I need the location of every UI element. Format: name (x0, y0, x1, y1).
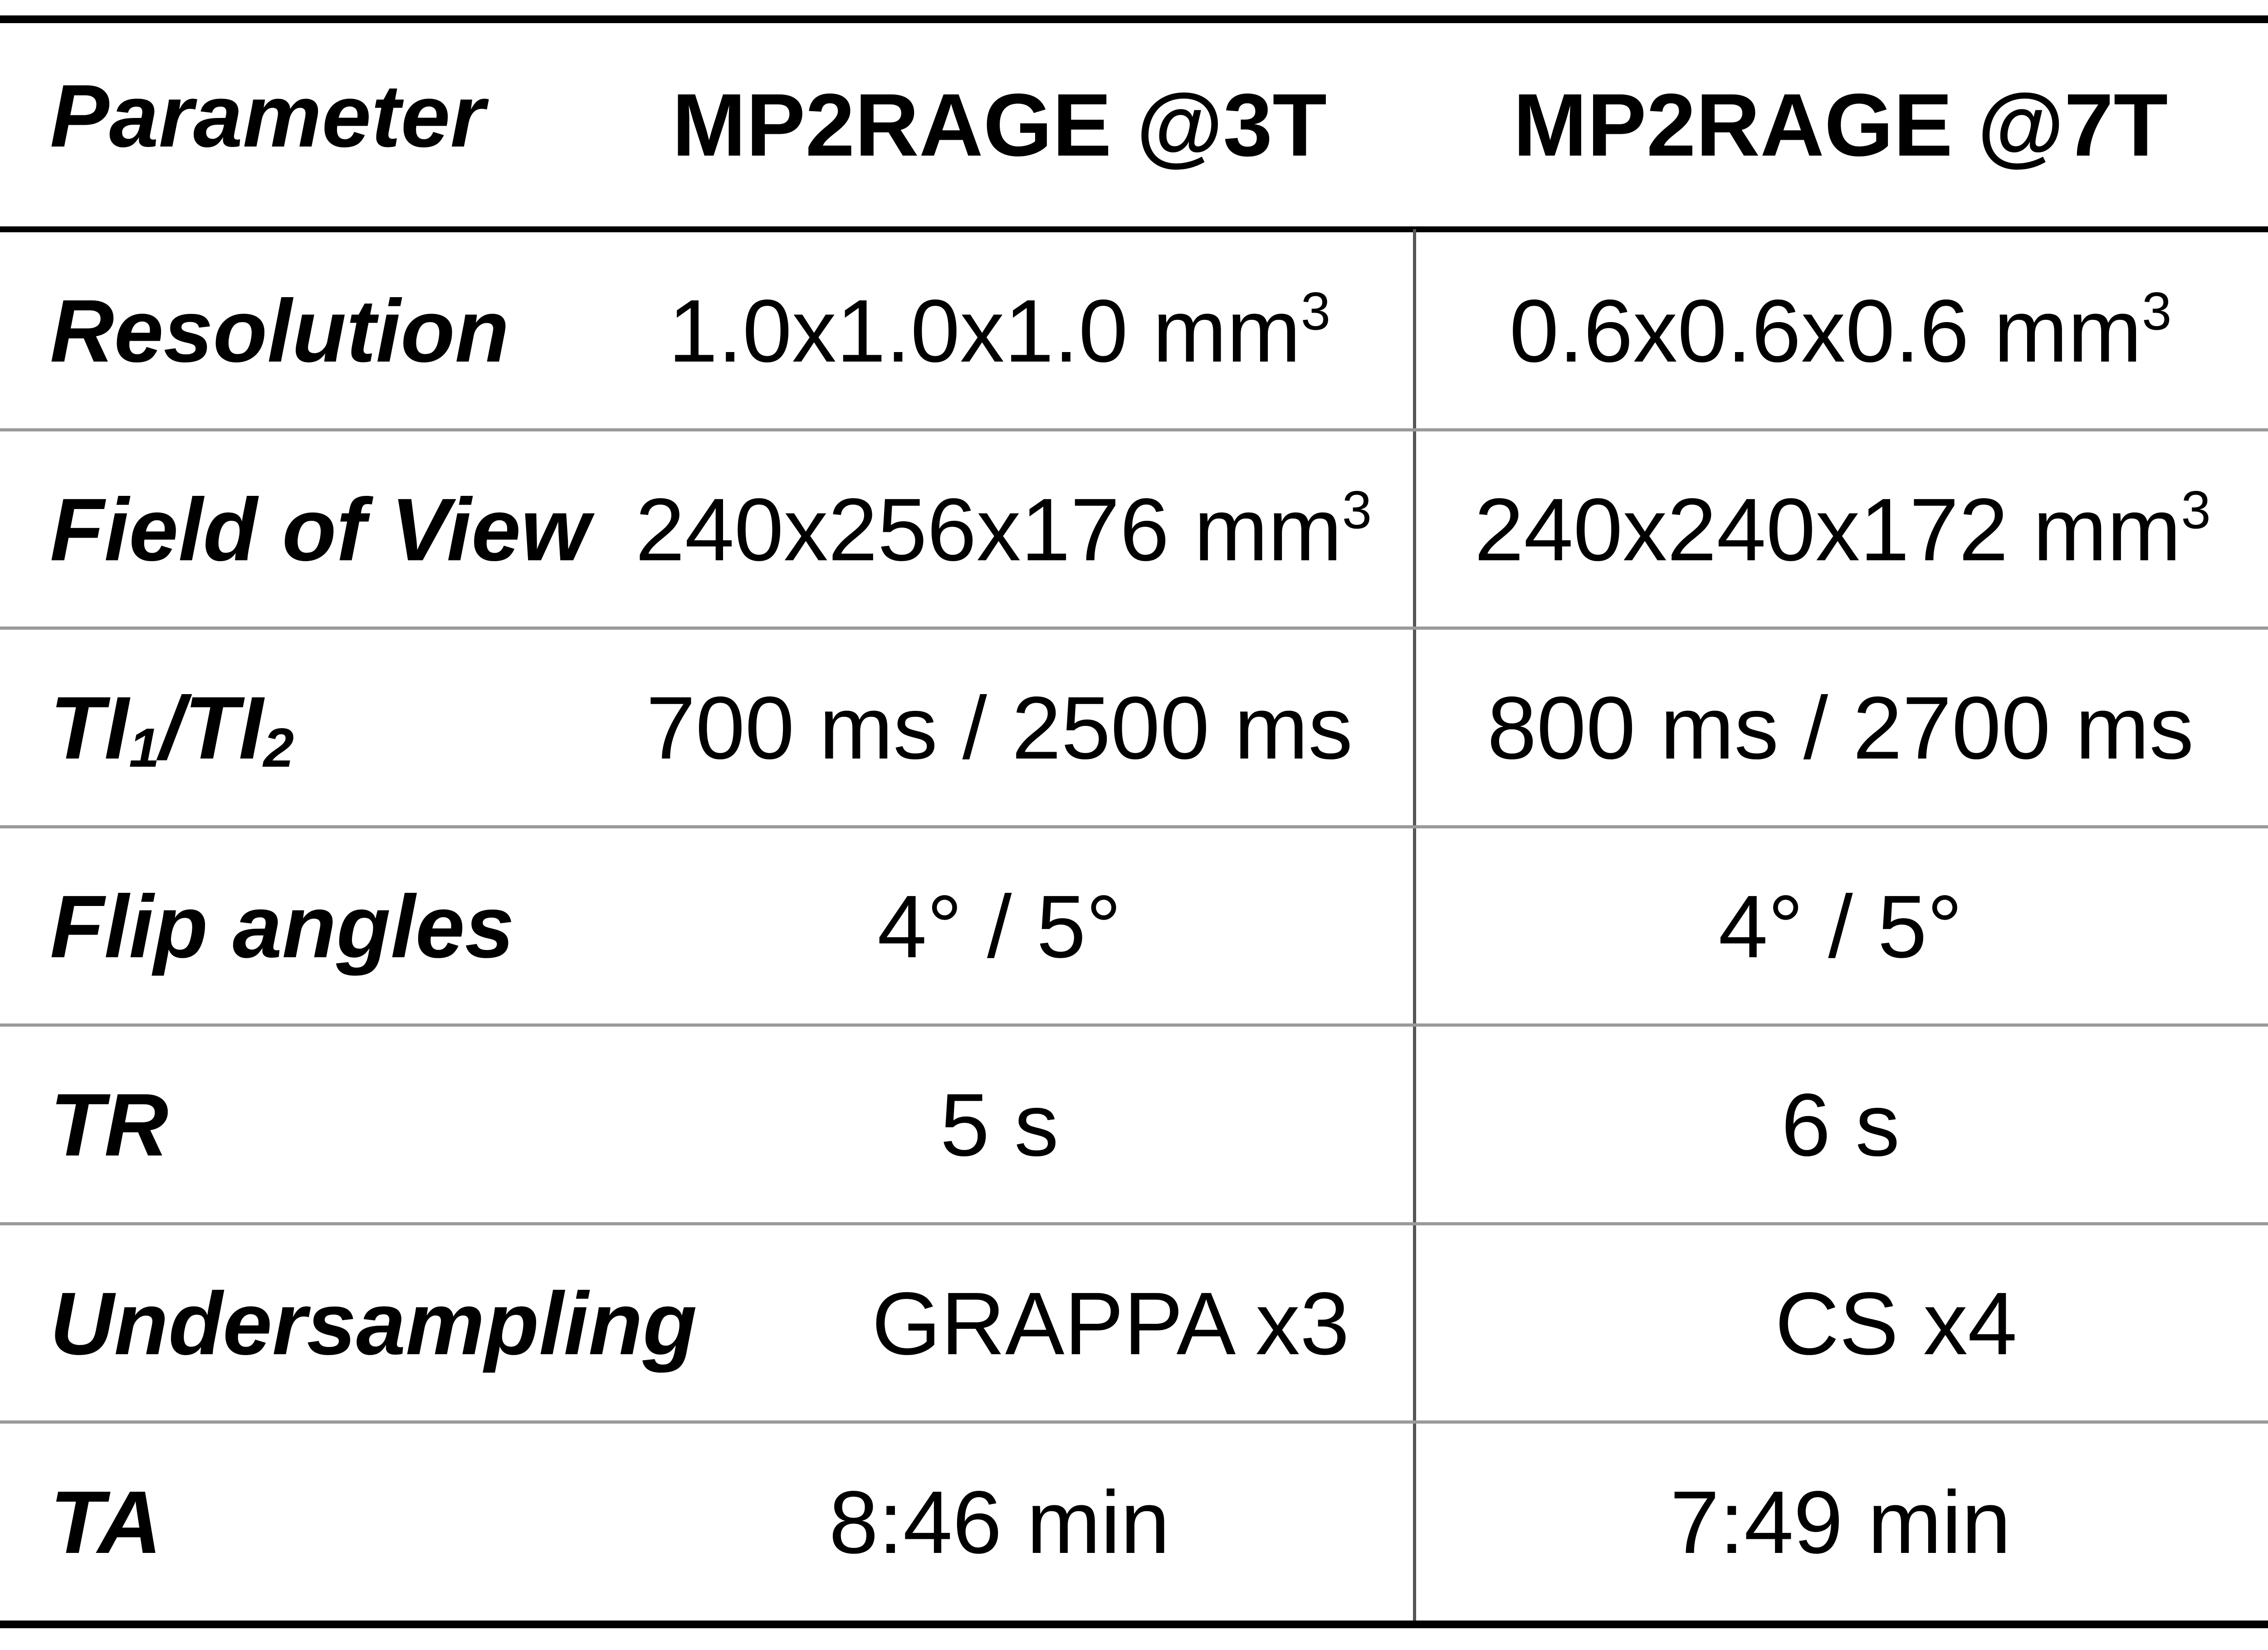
column-divider (1413, 229, 1416, 1624)
value-3t: 240x256x176 mm3 (635, 480, 1372, 579)
header-mp2rage-3t: MP2RAGE @3T (672, 75, 1327, 175)
param-label: Field of View (50, 480, 590, 579)
value-7t: 6 s (1781, 1075, 1900, 1175)
header-parameter: Parameter (50, 66, 485, 166)
row-divider (0, 428, 2268, 431)
table-row: Field of View 240x256x176 mm3 240x240x17… (0, 431, 2268, 628)
table-row: TA 8:46 min 7:49 min (0, 1424, 2268, 1621)
header-row: Parameter MP2RAGE @3T MP2RAGE @7T (0, 23, 2268, 227)
value-7t: 0.6x0.6x0.6 mm3 (1509, 281, 2172, 381)
top-rule (0, 15, 2268, 23)
table-row: Undersampling GRAPPA x3 CS x4 (0, 1225, 2268, 1422)
param-label: Resolution (50, 281, 509, 381)
table-row: Flip angles 4° / 5° 4° / 5° (0, 828, 2268, 1025)
row-divider (0, 627, 2268, 630)
value-3t: 8:46 min (829, 1473, 1170, 1572)
param-label: TI1/TI2 (50, 678, 294, 778)
table-row: Resolution 1.0x1.0x1.0 mm3 0.6x0.6x0.6 m… (0, 232, 2268, 430)
row-divider (0, 825, 2268, 828)
param-label: Flip angles (50, 876, 514, 976)
value-3t: 700 ms / 2500 ms (646, 678, 1353, 778)
param-label: TR (50, 1075, 169, 1175)
param-label: TA (50, 1473, 162, 1572)
table-row: TR 5 s 6 s (0, 1027, 2268, 1223)
value-3t: GRAPPA x3 (871, 1273, 1349, 1373)
value-7t: 7:49 min (1670, 1473, 2011, 1572)
row-divider (0, 1222, 2268, 1225)
table-row: TI1/TI2 700 ms / 2500 ms 800 ms / 2700 m… (0, 630, 2268, 826)
row-divider (0, 1023, 2268, 1027)
row-divider (0, 1420, 2268, 1424)
bottom-rule (0, 1621, 2268, 1628)
value-7t: CS x4 (1775, 1273, 2017, 1373)
header-rule (0, 226, 2268, 232)
value-3t: 4° / 5° (877, 876, 1122, 976)
value-3t: 1.0x1.0x1.0 mm3 (668, 281, 1331, 381)
value-7t: 4° / 5° (1718, 876, 1963, 976)
param-label: Undersampling (50, 1273, 697, 1373)
value-3t: 5 s (940, 1075, 1059, 1175)
value-7t: 800 ms / 2700 ms (1487, 678, 2194, 778)
value-7t: 240x240x172 mm3 (1474, 480, 2211, 579)
header-mp2rage-7t: MP2RAGE @7T (1513, 75, 2168, 175)
